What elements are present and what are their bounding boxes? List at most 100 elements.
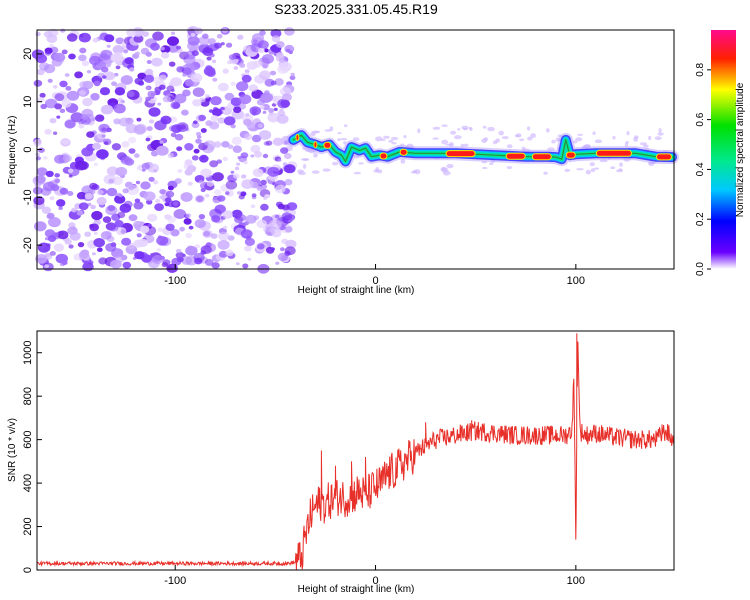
y-tick-label: 10 xyxy=(22,96,34,108)
noise-blob xyxy=(585,169,591,175)
trace-hot-red xyxy=(532,154,551,160)
noise-blob xyxy=(214,189,222,196)
noise-blob xyxy=(268,108,275,113)
noise-blob xyxy=(168,81,175,87)
noise-blob xyxy=(212,172,224,182)
noise-blob xyxy=(99,87,111,96)
noise-blob xyxy=(457,128,461,131)
noise-blob xyxy=(208,109,214,113)
noise-blob xyxy=(167,36,179,46)
noise-blob xyxy=(176,146,183,152)
noise-blob xyxy=(238,194,245,200)
noise-blob xyxy=(261,54,274,64)
noise-blob xyxy=(90,117,96,122)
noise-blob xyxy=(265,140,273,146)
noise-blob xyxy=(184,159,193,166)
x-tick-label: 100 xyxy=(567,575,585,587)
noise-blob xyxy=(217,240,230,250)
noise-blob xyxy=(225,249,234,257)
noise-blob xyxy=(461,125,469,130)
noise-blob xyxy=(200,168,212,178)
noise-blob xyxy=(115,65,121,70)
noise-blob xyxy=(185,213,192,218)
snr-x-label: Height of straight line (km) xyxy=(298,584,415,595)
noise-blob xyxy=(198,214,206,220)
noise-blob xyxy=(54,178,60,183)
noise-blob xyxy=(210,233,218,239)
noise-blob xyxy=(211,215,221,223)
noise-blob xyxy=(157,227,163,232)
noise-blob xyxy=(49,251,56,256)
noise-blob xyxy=(194,219,206,229)
noise-blob xyxy=(96,189,104,196)
noise-blob xyxy=(98,123,110,133)
noise-blob xyxy=(281,238,289,245)
noise-blob xyxy=(124,57,134,65)
colorbar-tick-label: 0.6 xyxy=(695,112,706,126)
noise-blob xyxy=(175,248,182,254)
noise-blob xyxy=(112,45,124,54)
noise-blob xyxy=(78,123,85,129)
noise-blob xyxy=(192,99,202,107)
noise-blob xyxy=(101,66,109,73)
noise-blob xyxy=(105,243,117,252)
noise-blob xyxy=(96,197,107,206)
noise-blob xyxy=(182,73,187,77)
noise-blob xyxy=(180,192,193,202)
noise-blob xyxy=(47,78,53,83)
noise-blob xyxy=(121,141,130,148)
noise-blob xyxy=(210,115,219,122)
y-tick-label: 200 xyxy=(22,517,34,535)
noise-blob xyxy=(89,224,94,228)
trace-hot-red xyxy=(446,151,475,157)
noise-blob xyxy=(218,231,230,241)
noise-blob xyxy=(121,237,132,246)
noise-blob xyxy=(190,73,203,83)
noise-blob xyxy=(403,135,407,139)
trace-hot-red xyxy=(400,149,407,155)
noise-blob xyxy=(390,136,399,141)
noise-blob xyxy=(388,139,394,143)
noise-blob xyxy=(274,78,284,86)
noise-blob xyxy=(129,67,135,72)
noise-blob xyxy=(135,180,141,185)
trace-hot-red xyxy=(506,153,525,159)
noise-blob xyxy=(84,192,93,200)
y-tick-label: 0 xyxy=(22,146,34,152)
noise-blob xyxy=(555,137,560,142)
noise-blob xyxy=(152,31,164,41)
noise-blob xyxy=(232,173,240,179)
noise-blob xyxy=(75,160,88,171)
noise-blob xyxy=(93,231,98,235)
noise-blob xyxy=(158,74,167,81)
noise-blob xyxy=(377,169,383,174)
noise-blob xyxy=(181,109,189,116)
noise-blob xyxy=(259,70,271,80)
noise-blob xyxy=(114,220,124,228)
noise-blob xyxy=(240,229,253,239)
noise-blob xyxy=(193,148,200,154)
frequency-trace xyxy=(286,128,679,169)
noise-blob xyxy=(280,99,291,108)
noise-blob xyxy=(594,139,603,144)
noise-blob xyxy=(185,245,198,256)
noise-blob xyxy=(234,166,240,171)
noise-blob xyxy=(156,248,161,252)
noise-blob xyxy=(284,246,296,256)
noise-blob xyxy=(60,28,66,33)
noise-blob xyxy=(383,135,390,139)
noise-blob xyxy=(235,262,240,266)
noise-blob xyxy=(186,26,199,36)
noise-blob xyxy=(245,72,250,75)
noise-blob xyxy=(39,62,50,71)
noise-blob xyxy=(285,48,291,53)
noise-blob xyxy=(205,120,213,127)
noise-blob xyxy=(204,141,210,146)
noise-blob xyxy=(275,184,286,194)
noise-blob xyxy=(165,223,175,231)
noise-blob xyxy=(284,27,295,36)
noise-blob xyxy=(90,93,100,101)
noise-blob xyxy=(84,231,91,237)
noise-blob xyxy=(252,39,258,44)
